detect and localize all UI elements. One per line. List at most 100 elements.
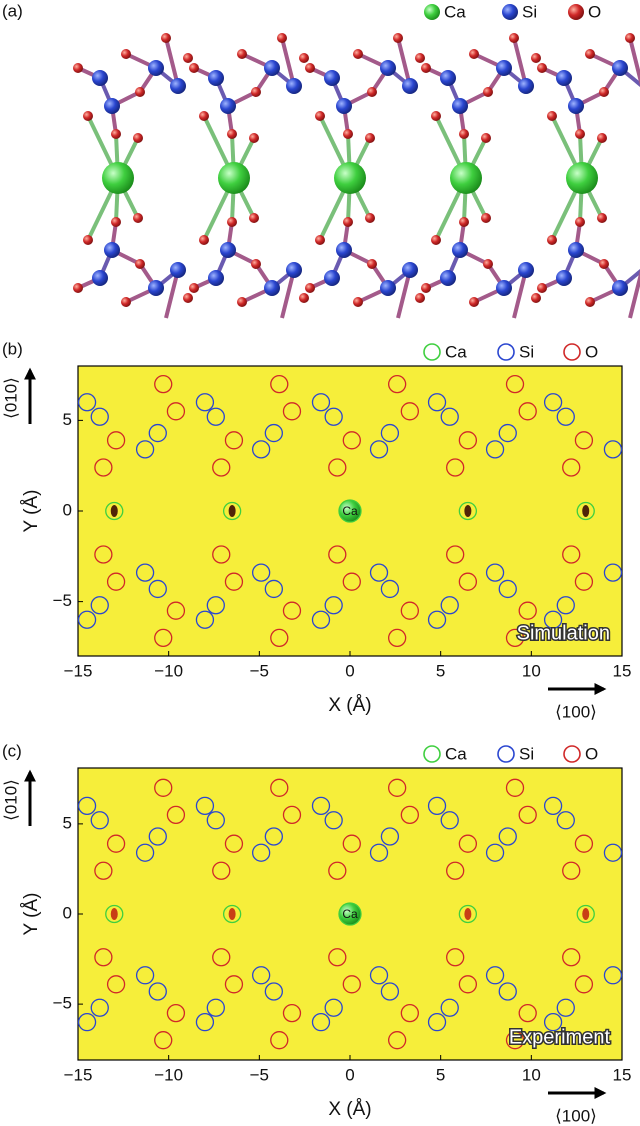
atom-marker	[562, 458, 581, 477]
atom-marker	[166, 1003, 186, 1023]
atom	[518, 262, 534, 278]
legend-label: Ca	[444, 2, 466, 21]
atom	[237, 49, 247, 59]
legend-swatch	[423, 745, 441, 763]
bond	[628, 269, 640, 319]
intensity-spot	[582, 505, 590, 517]
atom	[111, 217, 121, 227]
atom	[315, 111, 325, 121]
atom	[183, 293, 193, 303]
y-tick-label: −5	[53, 591, 72, 610]
atom-marker	[458, 904, 478, 924]
atom-marker	[224, 975, 244, 994]
atom	[469, 297, 479, 307]
atom	[402, 78, 418, 94]
atom	[597, 213, 607, 223]
atom-marker	[212, 458, 231, 477]
atom-marker	[380, 579, 400, 599]
intensity-spot	[582, 908, 590, 920]
legend-swatch	[563, 745, 581, 763]
atom-marker	[342, 834, 361, 853]
atom	[431, 235, 441, 245]
atom-marker	[387, 628, 407, 648]
atom-marker	[440, 811, 459, 830]
bond	[396, 269, 412, 319]
atom-marker	[106, 975, 126, 994]
atom	[450, 162, 482, 194]
atom-marker	[556, 811, 575, 830]
center-label: Ca	[342, 504, 358, 518]
atom	[334, 162, 366, 194]
y-tick-label: 5	[63, 410, 72, 429]
legend-swatch	[497, 745, 515, 763]
atom-marker	[77, 1012, 97, 1032]
atom	[208, 70, 224, 86]
atom-marker	[328, 861, 347, 880]
atom-marker	[94, 948, 113, 967]
atom-marker	[282, 805, 302, 825]
y-axis-label: Y (Å)	[21, 893, 42, 936]
atom-marker	[282, 402, 302, 421]
atom	[277, 33, 287, 43]
atom	[336, 242, 352, 258]
x-tick-label: 0	[345, 661, 354, 680]
atom-marker	[380, 827, 400, 846]
y-direction-label: ⟨010⟩	[1, 779, 20, 821]
atom	[556, 70, 572, 86]
atom-marker	[543, 796, 563, 816]
intensity-spot	[464, 908, 472, 920]
atom	[367, 87, 377, 97]
atom	[227, 129, 237, 139]
y-tick-label: 0	[63, 500, 72, 519]
atom	[353, 49, 363, 59]
atom	[208, 270, 224, 286]
atom	[452, 98, 468, 114]
atom	[305, 63, 315, 73]
atom	[585, 49, 595, 59]
atom-marker	[311, 393, 331, 412]
atom	[104, 98, 120, 114]
atom	[343, 129, 353, 139]
atom-marker	[518, 1003, 537, 1023]
atom	[92, 270, 108, 286]
atom-marker	[251, 843, 271, 862]
atom	[625, 33, 635, 43]
atom-marker	[380, 423, 400, 443]
atom-marker	[224, 431, 244, 450]
atom	[537, 283, 547, 293]
atom-marker	[518, 402, 537, 421]
atom-marker	[498, 982, 517, 1001]
atom	[547, 111, 557, 121]
atom-marker	[518, 601, 537, 620]
atom	[249, 213, 259, 223]
atom-marker	[135, 440, 155, 459]
atom	[286, 78, 302, 94]
atom-marker	[105, 501, 124, 521]
annotation: Simulation	[517, 622, 610, 644]
atom-marker	[195, 1012, 215, 1032]
atom-marker	[224, 834, 244, 853]
atom	[324, 70, 340, 86]
atom	[518, 78, 534, 94]
x-tick-label: 5	[436, 1065, 445, 1084]
x-tick-label: 15	[613, 1065, 632, 1084]
legend-swatch	[502, 4, 518, 20]
atom-marker	[264, 982, 283, 1001]
atom	[415, 53, 425, 63]
y-tick-label: −5	[53, 994, 72, 1013]
atom	[199, 111, 209, 121]
atom-marker	[212, 948, 231, 967]
atom	[393, 33, 403, 43]
atom-marker	[556, 998, 575, 1017]
legend-swatch	[563, 343, 581, 361]
atom-marker	[446, 458, 465, 477]
atom-marker	[94, 458, 113, 477]
atom-marker	[498, 827, 517, 846]
atom	[365, 213, 375, 223]
bond	[512, 37, 528, 87]
atom-marker	[90, 998, 109, 1017]
x-tick-label: −10	[154, 661, 183, 680]
atom-marker	[206, 811, 225, 830]
atom-marker	[603, 440, 623, 459]
atom-marker	[212, 545, 231, 564]
